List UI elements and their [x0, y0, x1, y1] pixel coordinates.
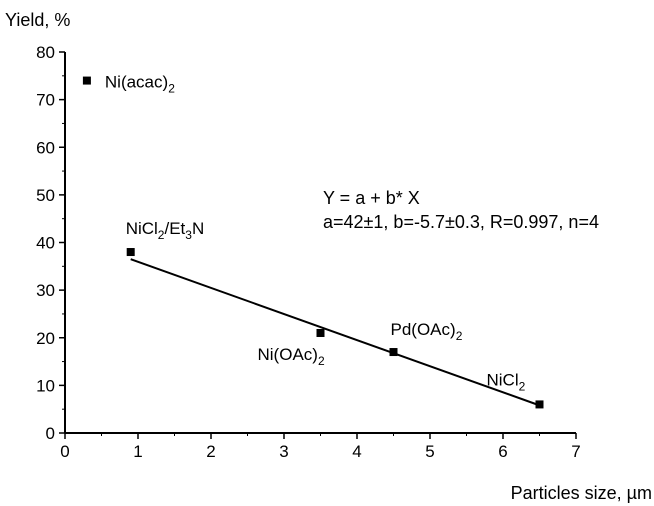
- data-point: [126, 248, 135, 257]
- y-tick-label: 20: [36, 329, 55, 348]
- x-tick-label: 4: [352, 442, 361, 461]
- data-point-label: Ni(acac)2: [105, 73, 175, 96]
- data-point: [535, 400, 544, 409]
- x-tick-label: 2: [206, 442, 215, 461]
- data-point: [389, 348, 398, 357]
- y-tick-label: 50: [36, 186, 55, 205]
- y-tick-label: 60: [36, 138, 55, 157]
- data-point-label: NiCl2/Et3N: [126, 219, 205, 242]
- data-points: Ni(acac)2 NiCl2/Et3N Ni(OAc)2 Pd(OAc)2 NiCl2: [82, 73, 544, 409]
- data-point: [82, 76, 91, 85]
- data-point-label: Ni(OAc)2: [258, 345, 325, 368]
- y-tick-label: 0: [46, 424, 55, 443]
- y-tick-label: 80: [36, 43, 55, 62]
- y-axis-label: Yield, %: [5, 10, 70, 30]
- x-tick-label: 6: [498, 442, 507, 461]
- data-point: [316, 328, 325, 337]
- x-axis-label: Particles size, µm: [511, 483, 652, 503]
- x-tick-label: 5: [425, 442, 434, 461]
- y-tick-label: 70: [36, 91, 55, 110]
- data-point-label: Pd(OAc)2: [391, 320, 463, 343]
- y-tick-label: 10: [36, 376, 55, 395]
- ticks: 0 10 20 30 40 50 60 70 80 0 1 2 3 4 5 6 7: [36, 43, 581, 461]
- y-tick-label: 30: [36, 281, 55, 300]
- x-tick-label: 7: [571, 442, 580, 461]
- fit-line: [130, 258, 540, 407]
- x-tick-label: 3: [279, 442, 288, 461]
- equation-line-1: Y = a + b* X: [323, 188, 420, 208]
- equation-line-2: a=42±1, b=-5.7±0.3, R=0.997, n=4: [323, 212, 599, 232]
- data-point-label: NiCl2: [487, 370, 526, 393]
- x-tick-label: 0: [60, 442, 69, 461]
- x-tick-label: 1: [133, 442, 142, 461]
- y-tick-label: 40: [36, 234, 55, 253]
